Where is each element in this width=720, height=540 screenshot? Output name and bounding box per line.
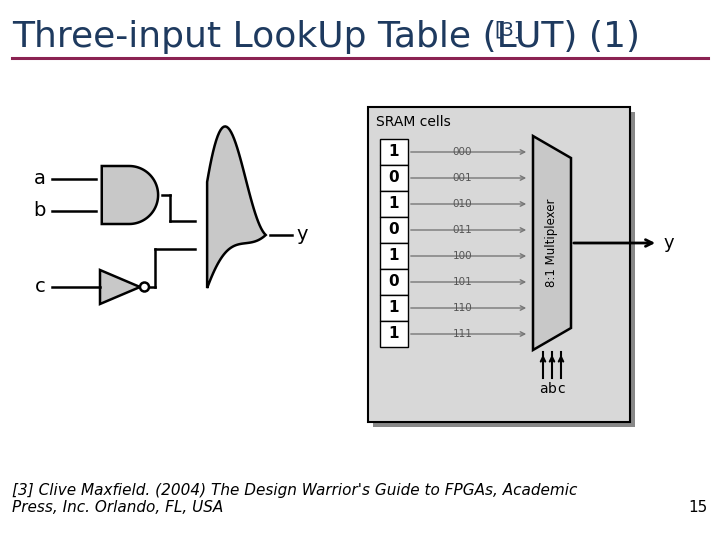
Text: y: y [664,234,675,252]
Text: Press, Inc. Orlando, FL, USA: Press, Inc. Orlando, FL, USA [12,500,223,515]
Text: 8:1 Multiplexer: 8:1 Multiplexer [546,199,559,287]
Text: 1: 1 [389,327,400,341]
Bar [380,191,408,217]
Text: 101: 101 [453,277,472,287]
Text: y: y [296,226,307,245]
Bar [380,139,408,165]
Text: Three-input LookUp Table (LUT) (1): Three-input LookUp Table (LUT) (1) [12,20,640,54]
Bar [373,112,635,427]
Text: 111: 111 [452,329,472,339]
Text: 0: 0 [389,274,400,289]
Text: [3]: [3] [494,20,521,39]
Bar [380,165,408,191]
Text: SRAM cells: SRAM cells [376,115,451,129]
Bar [380,295,408,321]
Text: b: b [34,201,46,220]
Polygon shape [207,126,266,288]
Text: a: a [539,382,547,396]
Text: 1: 1 [389,145,400,159]
Bar [368,107,630,422]
Polygon shape [533,136,571,350]
Text: c: c [35,278,46,296]
Text: c: c [557,382,564,396]
Text: [3] Clive Maxfield. (2004) The Design Warrior's Guide to FPGAs, Academic: [3] Clive Maxfield. (2004) The Design Wa… [12,483,577,498]
Text: 15: 15 [689,500,708,515]
Text: 1: 1 [389,197,400,212]
Text: 001: 001 [453,173,472,183]
Polygon shape [102,166,158,224]
Text: b: b [548,382,557,396]
Circle shape [140,282,149,292]
Text: 100: 100 [453,251,472,261]
Text: 0: 0 [389,222,400,238]
Bar [380,269,408,295]
Bar [380,321,408,347]
Text: 1: 1 [389,300,400,315]
Text: 110: 110 [453,303,472,313]
Text: 011: 011 [453,225,472,235]
Bar [380,217,408,243]
Text: 1: 1 [389,248,400,264]
Bar [380,243,408,269]
Text: 010: 010 [453,199,472,209]
Polygon shape [100,270,140,304]
Text: 0: 0 [389,171,400,186]
Text: a: a [34,170,46,188]
Text: 000: 000 [453,147,472,157]
